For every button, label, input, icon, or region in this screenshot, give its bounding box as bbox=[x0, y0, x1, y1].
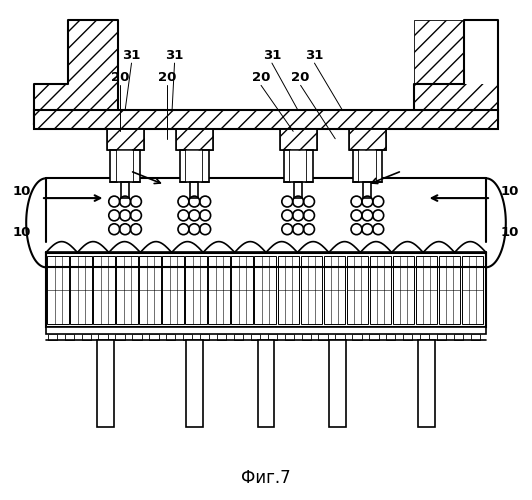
Bar bbox=[180, 150, 186, 182]
Bar bbox=[81, 334, 91, 340]
Bar bbox=[438, 256, 460, 324]
Bar bbox=[34, 110, 498, 129]
Bar bbox=[370, 256, 391, 324]
Bar bbox=[301, 256, 322, 324]
Bar bbox=[149, 334, 159, 340]
Bar bbox=[217, 334, 226, 340]
Text: 10: 10 bbox=[501, 185, 519, 198]
Bar bbox=[285, 334, 294, 340]
Bar bbox=[139, 256, 161, 324]
Text: 31: 31 bbox=[263, 49, 281, 62]
Text: 10: 10 bbox=[501, 226, 519, 239]
Bar bbox=[117, 256, 138, 324]
Bar bbox=[203, 150, 209, 182]
Bar bbox=[335, 334, 345, 340]
Polygon shape bbox=[414, 20, 498, 124]
Bar bbox=[115, 334, 124, 340]
Bar bbox=[117, 150, 133, 182]
Bar bbox=[106, 129, 144, 150]
Polygon shape bbox=[34, 20, 118, 124]
Bar bbox=[462, 256, 483, 324]
Bar bbox=[268, 334, 277, 340]
Bar bbox=[471, 334, 480, 340]
Bar bbox=[302, 334, 311, 340]
Bar bbox=[186, 256, 207, 324]
Bar bbox=[64, 334, 74, 340]
Bar bbox=[403, 334, 412, 340]
Text: 10: 10 bbox=[13, 185, 31, 198]
Bar bbox=[34, 20, 118, 124]
Bar bbox=[133, 150, 140, 182]
Bar bbox=[346, 256, 368, 324]
Bar bbox=[254, 256, 276, 324]
Bar bbox=[393, 256, 414, 324]
Text: 31: 31 bbox=[165, 49, 184, 62]
Text: 31: 31 bbox=[305, 49, 323, 62]
Bar bbox=[186, 340, 203, 427]
Text: 20: 20 bbox=[292, 72, 310, 85]
Bar bbox=[414, 20, 498, 124]
Text: 20: 20 bbox=[158, 72, 176, 85]
Bar bbox=[294, 182, 302, 198]
Bar bbox=[349, 129, 386, 150]
Bar bbox=[46, 254, 486, 326]
Bar bbox=[94, 256, 115, 324]
Bar bbox=[231, 256, 253, 324]
Bar bbox=[98, 334, 108, 340]
Bar bbox=[47, 256, 69, 324]
Bar bbox=[111, 150, 117, 182]
Bar bbox=[121, 182, 129, 198]
Bar bbox=[329, 340, 346, 427]
Bar bbox=[234, 334, 243, 340]
Bar bbox=[97, 340, 114, 427]
Text: 20: 20 bbox=[252, 72, 270, 85]
Bar bbox=[106, 129, 144, 150]
Bar bbox=[323, 256, 345, 324]
Bar bbox=[349, 129, 386, 150]
Bar bbox=[463, 19, 498, 84]
Bar bbox=[352, 334, 362, 340]
Bar bbox=[280, 129, 317, 150]
Bar bbox=[353, 150, 359, 182]
Bar bbox=[284, 150, 290, 182]
Bar bbox=[251, 334, 260, 340]
Bar bbox=[183, 334, 193, 340]
Bar bbox=[290, 150, 306, 182]
Text: Фиг.7: Фиг.7 bbox=[241, 470, 291, 488]
Bar bbox=[386, 334, 395, 340]
Bar bbox=[166, 334, 176, 340]
Bar bbox=[190, 182, 198, 198]
Bar bbox=[418, 340, 435, 427]
Bar bbox=[176, 129, 213, 150]
Bar bbox=[369, 334, 379, 340]
Bar bbox=[359, 150, 376, 182]
Bar bbox=[209, 256, 230, 324]
Text: 20: 20 bbox=[111, 72, 129, 85]
Bar bbox=[437, 334, 446, 340]
Bar bbox=[162, 256, 184, 324]
Bar bbox=[70, 256, 92, 324]
Bar bbox=[48, 334, 57, 340]
Bar bbox=[46, 326, 486, 334]
Bar bbox=[319, 334, 328, 340]
Bar bbox=[376, 150, 382, 182]
Bar bbox=[415, 256, 437, 324]
Bar bbox=[280, 129, 317, 150]
Bar bbox=[186, 150, 203, 182]
Bar bbox=[363, 182, 371, 198]
Bar bbox=[306, 150, 313, 182]
Text: 10: 10 bbox=[13, 226, 31, 239]
Bar bbox=[278, 256, 299, 324]
Text: 31: 31 bbox=[122, 49, 140, 62]
Bar bbox=[257, 340, 275, 427]
Bar bbox=[34, 110, 498, 129]
Bar bbox=[420, 334, 429, 340]
Bar bbox=[132, 334, 142, 340]
Bar bbox=[176, 129, 213, 150]
Bar bbox=[454, 334, 463, 340]
Bar bbox=[200, 334, 209, 340]
Bar bbox=[34, 19, 69, 84]
